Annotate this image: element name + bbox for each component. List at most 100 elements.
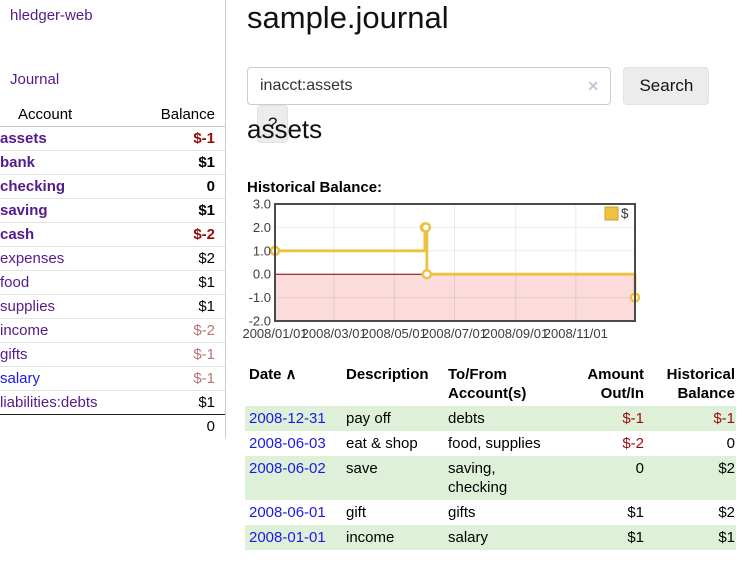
historical-balance-chart: $3.0 2.0 1.0 0.0 -1.0 -2.02008/01/012008/03/0… [242, 197, 641, 341]
account-row: saving $1 [0, 198, 225, 223]
account-link-income[interactable]: income [0, 322, 49, 339]
transaction-description: pay off [346, 410, 391, 427]
transaction-date-link[interactable]: 2008-06-01 [249, 504, 326, 521]
account-balance: $-2 [135, 222, 225, 247]
transaction-date-link[interactable]: 2008-06-03 [249, 435, 326, 452]
search-help-button[interactable]: ? [257, 105, 289, 143]
account-balance: $-2 [135, 318, 225, 343]
account-balance: $2 [135, 246, 225, 271]
account-balance: $1 [135, 270, 225, 295]
y-tick-label: -1.0 [249, 290, 271, 305]
account-row: gifts $-1 [0, 342, 225, 367]
account-link-saving[interactable]: saving [0, 202, 48, 219]
x-tick-label: 2008/03/01 [302, 326, 367, 341]
account-row: income $-2 [0, 318, 225, 343]
account-row: expenses $2 [0, 246, 225, 271]
transaction-date-link[interactable]: 2008-12-31 [249, 410, 326, 427]
transaction-description: gift [346, 504, 367, 521]
x-tick-label: 2008/07/01 [422, 326, 487, 341]
transaction-balance: 0 [726, 435, 735, 452]
account-heading: assets [247, 114, 323, 144]
y-tick-label: 2.0 [253, 220, 271, 235]
chart-title: Historical Balance: [247, 179, 383, 196]
account-balance: $-1 [135, 366, 225, 391]
account-row: bank $1 [0, 150, 225, 175]
transaction-balance: $-1 [713, 410, 735, 427]
transaction-description: eat & shop [346, 435, 418, 452]
account-link-liabilities-debts[interactable]: liabilities:debts [0, 394, 98, 411]
register-col-date[interactable]: Date ∧ [249, 366, 297, 383]
account-row: assets $-1 [0, 127, 225, 151]
register-col-to-from-account-s-: To/From Account(s) [448, 366, 527, 402]
account-link-supplies[interactable]: supplies [0, 298, 56, 315]
search-form: ✕ Search ? [247, 67, 739, 143]
sidebar: hledger-web Journal Account Balance asse… [0, 0, 226, 438]
y-tick-label: -2.0 [249, 314, 271, 329]
transaction-row: 2008-06-01 gift gifts $1 $2 [245, 500, 736, 525]
account-link-checking[interactable]: checking [0, 178, 66, 195]
transaction-accounts: food, supplies [448, 435, 541, 452]
transaction-amount: $1 [627, 529, 644, 546]
account-balance: $1 [135, 198, 225, 223]
accounts-table: Account Balance assets $-1 bank $1 checking 0… [0, 103, 225, 438]
account-balance: $1 [135, 150, 225, 175]
accounts-total-row: 0 [0, 414, 225, 438]
transaction-amount: $1 [627, 504, 644, 521]
transaction-accounts: gifts [448, 504, 476, 521]
x-tick-label: 2008/01/01 [242, 326, 307, 341]
data-point-marker [420, 222, 432, 233]
x-tick-label: 2008/11/01 [544, 326, 608, 341]
main-content: sample.journal ✕ Search ? assets Histori… [242, 0, 739, 582]
y-tick-label: 0.0 [253, 267, 271, 282]
account-balance: 0 [135, 174, 225, 199]
sort-asc-icon: ∧ [285, 366, 297, 383]
account-link-cash[interactable]: cash [0, 226, 35, 243]
account-row: liabilities:debts $1 [0, 390, 225, 415]
account-balance: $-1 [135, 342, 225, 367]
x-tick-label: 2008/05/01 [362, 326, 427, 341]
account-balance: $-1 [193, 130, 215, 147]
accounts-header-balance: Balance [135, 103, 225, 127]
plot-border [274, 203, 636, 322]
transaction-accounts: salary [448, 529, 489, 546]
account-row: food $1 [0, 270, 225, 295]
account-link-bank[interactable]: bank [0, 154, 36, 171]
register-col-description: Description [346, 366, 429, 383]
account-link-gifts[interactable]: gifts [0, 346, 28, 363]
transaction-balance: $2 [718, 504, 735, 521]
clear-search-icon[interactable]: ✕ [587, 78, 599, 94]
accounts-header-account: Account [0, 103, 136, 127]
transaction-accounts: saving, checking [448, 460, 508, 496]
transaction-amount: 0 [635, 460, 644, 477]
transaction-date-link[interactable]: 2008-01-01 [249, 529, 326, 546]
account-link-salary[interactable]: salary [0, 370, 41, 387]
transaction-row: 2008-06-02 save saving, checking 0 $2 [245, 456, 736, 500]
page-title: sample.journal [247, 0, 449, 35]
transaction-row: 2008-06-03 eat & shop food, supplies $-2 0 [245, 431, 736, 456]
search-input[interactable] [247, 67, 611, 105]
data-point-marker [421, 268, 433, 280]
account-row: salary $-1 [0, 366, 225, 391]
account-row: checking 0 [0, 174, 225, 199]
sidebar-item-journal[interactable]: Journal [10, 71, 60, 88]
search-button[interactable]: Search [623, 67, 710, 105]
register-table: Date ∧ Description To/From Account(s) Amount… [245, 362, 736, 550]
y-tick-label: 1.0 [253, 243, 271, 258]
account-link-assets[interactable]: assets [0, 130, 47, 147]
transaction-row: 2008-01-01 income salary $1 $1 [245, 525, 736, 550]
account-row: cash $-2 [0, 222, 225, 247]
account-link-food[interactable]: food [0, 274, 30, 291]
y-tick-label: 3.0 [253, 197, 271, 212]
transaction-balance: $2 [718, 460, 735, 477]
negative-region [275, 274, 635, 321]
transaction-date-link[interactable]: 2008-06-02 [249, 460, 326, 477]
account-row: supplies $1 [0, 294, 225, 319]
account-balance: $1 [135, 294, 225, 319]
account-link-expenses[interactable]: expenses [0, 250, 65, 267]
app-brand-link[interactable]: hledger-web [10, 7, 93, 24]
legend-label: $ [621, 206, 629, 221]
transaction-balance: $1 [718, 529, 735, 546]
account-balance: $1 [135, 390, 225, 415]
accounts-total-value: 0 [135, 414, 225, 438]
transaction-amount: $-2 [622, 435, 644, 452]
